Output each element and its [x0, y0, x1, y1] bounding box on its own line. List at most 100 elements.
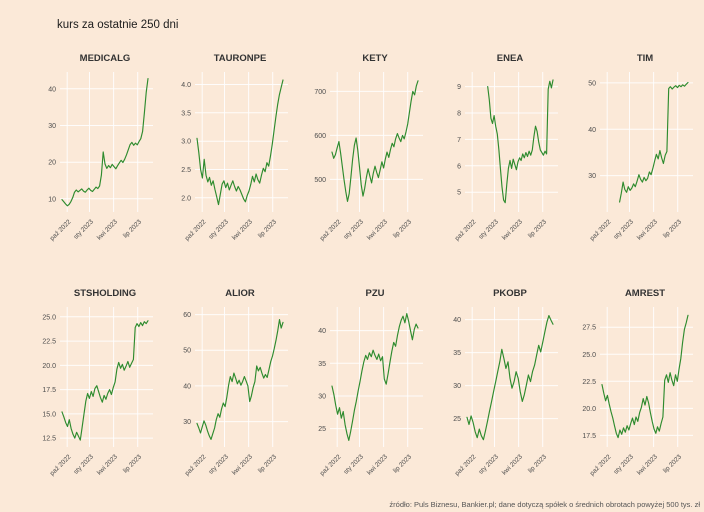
x-tick-label: kwi 2023 [501, 218, 524, 241]
chart-title: TAURONPE [213, 53, 267, 64]
x-tick-label: paź 2022 [454, 218, 478, 242]
y-tick-label: 27.5 [582, 325, 596, 332]
chart-plot: 5 6 7 8 9 paź 2022 sty 2023 kwi 2023 lip 2023 [454, 72, 558, 242]
chart-plot: 25 30 35 40 paź 2022 sty 2023 kwi 2023 lip 2023 [318, 307, 423, 477]
chart-panel-tauronpe: TAURONPE 2.0 2.5 3.0 3.5 4.0 paź 2022 sty 2023 k… [163, 52, 298, 257]
chart-title: AMREST [624, 288, 666, 299]
y-tick-label: 25 [453, 416, 461, 423]
chart-panel-kety: KETY 500 600 700 paź 2022 sty 2023 kwi 2023 lip… [298, 52, 433, 257]
y-tick-label: 35 [453, 350, 461, 357]
y-tick-label: 7 [457, 137, 461, 144]
chart-plot: 30 40 50 60 paź 2022 sty 2023 kwi 2023 lip 2023 [183, 307, 288, 477]
x-tick-label: lip 2023 [257, 453, 278, 474]
x-tick-label: lip 2023 [662, 218, 683, 239]
x-tick-label: kwi 2023 [501, 453, 524, 476]
chart-plot: 12.5 15.0 17.5 20.0 22.5 25.0 paź 2022 sty 2023… [42, 307, 153, 477]
x-tick-label: paź 2022 [49, 453, 73, 477]
price-line [61, 320, 149, 441]
price-line [466, 315, 554, 441]
x-tick-label: paź 2022 [589, 218, 613, 242]
y-tick-label: 50 [183, 348, 191, 355]
chart-panel-stsholding: STSHOLDING 12.5 15.0 17.5 20.0 22.5 25.0 paź 20… [28, 287, 163, 492]
x-tick-label: paź 2022 [319, 218, 343, 242]
y-tick-label: 22.5 [582, 379, 596, 386]
y-tick-label: 20.0 [42, 363, 56, 370]
x-tick-label: sty 2023 [73, 453, 96, 476]
y-tick-label: 25.0 [42, 314, 56, 321]
y-tick-label: 20.0 [582, 406, 596, 413]
x-tick-label: paź 2022 [319, 453, 343, 477]
price-line [619, 81, 689, 203]
x-tick-label: paź 2022 [589, 453, 613, 477]
x-tick-label: sty 2023 [208, 453, 231, 476]
y-tick-label: 35 [318, 361, 326, 368]
chart-title: PZU [365, 288, 385, 299]
x-tick-label: kwi 2023 [366, 453, 389, 476]
x-tick-label: kwi 2023 [636, 453, 659, 476]
chart-title: PKOBP [493, 288, 527, 299]
chart-title: ALIOR [225, 288, 255, 299]
x-tick-label: lip 2023 [392, 218, 413, 239]
chart-plot: 10 20 30 40 paź 2022 sty 2023 kwi 2023 lip 2023 [48, 72, 153, 242]
x-tick-label: kwi 2023 [96, 453, 119, 476]
source-note: źródło: Puls Biznesu, Bankier.pl; dane d… [389, 500, 700, 509]
y-tick-label: 3.0 [181, 139, 191, 146]
chart-panel-alior: ALIOR 30 40 50 60 paź 2022 sty 2023 kwi 2023 lip… [163, 287, 298, 492]
chart-panel-pzu: PZU 25 30 35 40 paź 2022 sty 2023 kwi 2023 lip 2… [298, 287, 433, 492]
price-line [331, 313, 419, 441]
chart-title: STSHOLDING [73, 288, 137, 299]
y-tick-label: 10 [48, 196, 56, 203]
y-tick-label: 40 [183, 383, 191, 390]
y-tick-label: 30 [318, 394, 326, 401]
y-tick-label: 17.5 [42, 387, 56, 394]
y-tick-label: 500 [314, 177, 326, 184]
x-tick-label: lip 2023 [122, 218, 143, 239]
x-tick-label: sty 2023 [73, 218, 96, 241]
x-tick-label: kwi 2023 [96, 218, 119, 241]
y-tick-label: 30 [183, 419, 191, 426]
x-tick-label: kwi 2023 [231, 218, 254, 241]
y-tick-label: 30 [453, 383, 461, 390]
chart-panel-medicalg: MEDICALG 10 20 30 40 paź 2022 sty 2023 kwi 2023… [28, 52, 163, 257]
y-tick-label: 4.0 [181, 82, 191, 89]
y-tick-label: 22.5 [42, 339, 56, 346]
x-tick-label: kwi 2023 [636, 218, 659, 241]
x-tick-label: sty 2023 [208, 218, 231, 241]
x-tick-label: sty 2023 [478, 218, 501, 241]
chart-panel-amrest: AMREST 17.5 20.0 22.5 25.0 27.5 paź 2022 sty 20… [568, 287, 703, 492]
x-tick-label: kwi 2023 [366, 218, 389, 241]
price-line [196, 79, 284, 206]
y-tick-label: 40 [48, 86, 56, 93]
price-line [601, 314, 689, 439]
figure-title: kurs za ostatnie 250 dni [57, 19, 179, 31]
x-tick-label: paź 2022 [184, 218, 208, 242]
price-line [331, 80, 419, 202]
chart-plot: 500 600 700 paź 2022 sty 2023 kwi 2023 lip 202… [314, 72, 423, 242]
x-tick-label: lip 2023 [392, 453, 413, 474]
y-tick-label: 2.0 [181, 195, 191, 202]
y-tick-label: 6 [457, 163, 461, 170]
chart-title: MEDICALG [79, 53, 131, 64]
y-tick-label: 25 [318, 426, 326, 433]
y-tick-label: 40 [453, 317, 461, 324]
x-tick-label: lip 2023 [527, 218, 548, 239]
x-tick-label: kwi 2023 [231, 453, 254, 476]
y-tick-label: 8 [457, 111, 461, 118]
chart-title: KETY [362, 53, 388, 64]
chart-grid: MEDICALG 10 20 30 40 paź 2022 sty 2023 kwi 2023… [28, 52, 703, 492]
price-line [487, 79, 554, 204]
y-tick-label: 9 [457, 84, 461, 91]
y-tick-label: 15.0 [42, 411, 56, 418]
x-tick-label: paź 2022 [49, 218, 73, 242]
chart-panel-tim: TIM 30 40 50 paź 2022 sty 2023 kwi 2023 lip 202… [568, 52, 703, 257]
x-tick-label: lip 2023 [257, 218, 278, 239]
chart-plot: 30 40 50 paź 2022 sty 2023 kwi 2023 lip 2023 [588, 72, 693, 242]
chart-title: TIM [636, 53, 654, 64]
y-tick-label: 600 [314, 133, 326, 140]
price-line [196, 319, 284, 440]
x-tick-label: sty 2023 [613, 453, 636, 476]
y-tick-label: 17.5 [582, 433, 596, 440]
chart-panel-enea: ENEA 5 6 7 8 9 paź 2022 sty 2023 kwi 2023 lip 202… [433, 52, 568, 257]
y-tick-label: 25.0 [582, 352, 596, 359]
